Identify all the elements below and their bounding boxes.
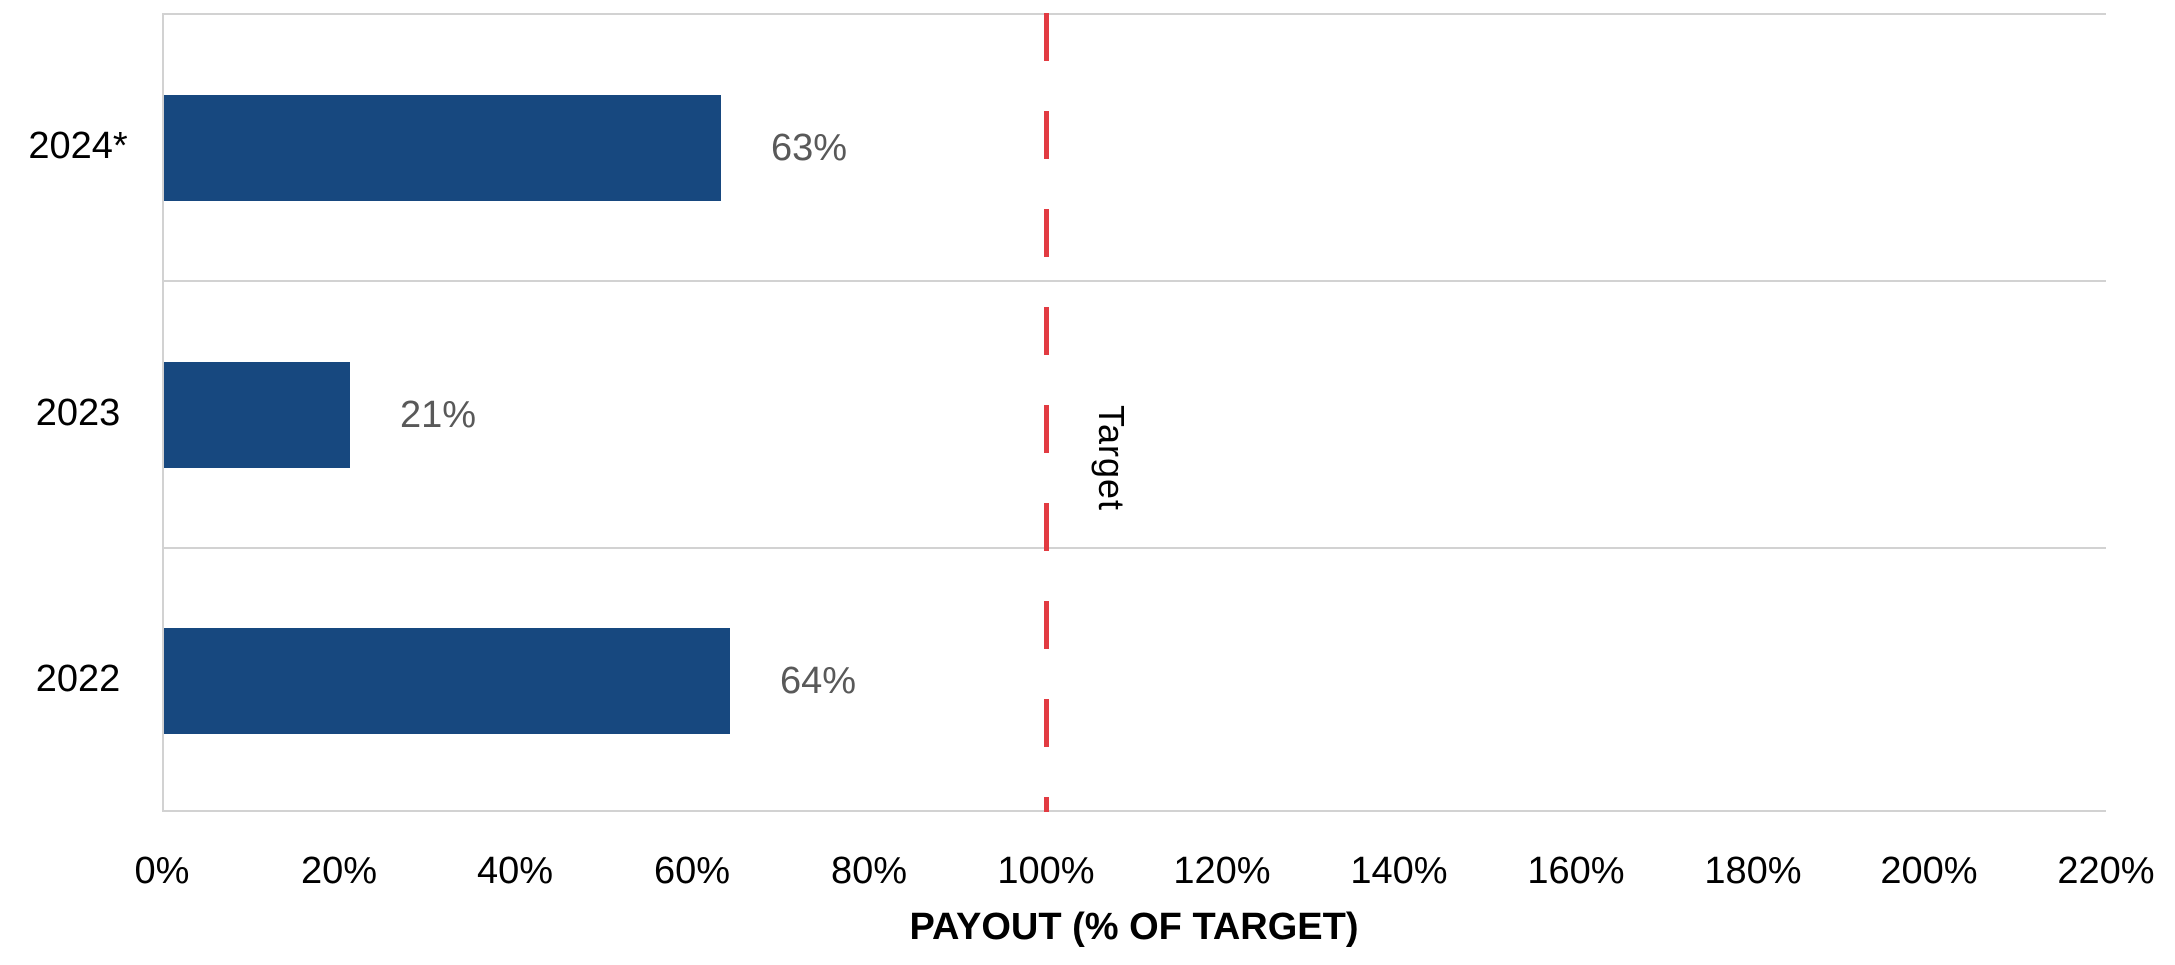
bar-data-label: 21%: [400, 394, 477, 436]
target-reference-line: [1044, 13, 1049, 812]
x-tick-label-140pct: 140%: [1350, 850, 1448, 892]
x-tick-label-20pct: 20%: [300, 850, 378, 892]
x-tick-label-220pct: 220%: [2057, 850, 2155, 892]
x-tick-label-120pct: 120%: [1173, 850, 1271, 892]
x-tick-label-200pct: 200%: [1880, 850, 1978, 892]
bar-data-label: 64%: [780, 660, 857, 702]
category-label-2023: 2023: [35, 392, 121, 434]
x-tick-label-180pct: 180%: [1704, 850, 1802, 892]
x-tick-label-40pct: 40%: [476, 850, 554, 892]
bar-2022: [164, 628, 730, 734]
target-line-label: Target: [1091, 404, 1132, 512]
bar-data-label: 63%: [771, 127, 848, 169]
row-separator-gridline: [164, 547, 2106, 549]
x-tick-label-0pct: 0%: [134, 850, 190, 892]
category-label-2024: 2024*: [28, 125, 128, 167]
x-tick-label-100pct: 100%: [997, 850, 1095, 892]
bar-2023: [164, 362, 350, 468]
x-tick-label-160pct: 160%: [1527, 850, 1625, 892]
x-tick-label-80pct: 80%: [830, 850, 908, 892]
category-label-2022: 2022: [35, 658, 121, 700]
plot-area: 63% 21% 64%: [162, 13, 2106, 812]
row-separator-gridline: [164, 280, 2106, 282]
bar-2024*: [164, 95, 721, 201]
x-tick-label-60pct: 60%: [653, 850, 731, 892]
x-axis-title: PAYOUT (% OF TARGET): [909, 906, 1359, 948]
